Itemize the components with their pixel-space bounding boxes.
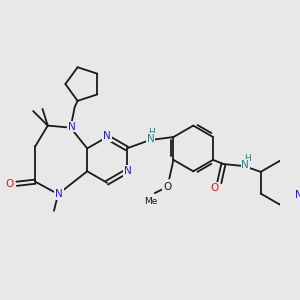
Text: O: O bbox=[163, 182, 171, 192]
Text: N: N bbox=[147, 134, 154, 144]
Text: N: N bbox=[55, 189, 63, 199]
Text: O: O bbox=[210, 183, 218, 193]
Text: N: N bbox=[124, 166, 132, 176]
Text: Me: Me bbox=[144, 197, 157, 206]
Text: N: N bbox=[103, 131, 111, 142]
Text: H: H bbox=[148, 128, 155, 137]
Text: N: N bbox=[296, 190, 300, 200]
Text: H: H bbox=[244, 154, 251, 163]
Text: O: O bbox=[5, 179, 14, 189]
Text: N: N bbox=[68, 122, 76, 132]
Text: N: N bbox=[242, 160, 249, 170]
